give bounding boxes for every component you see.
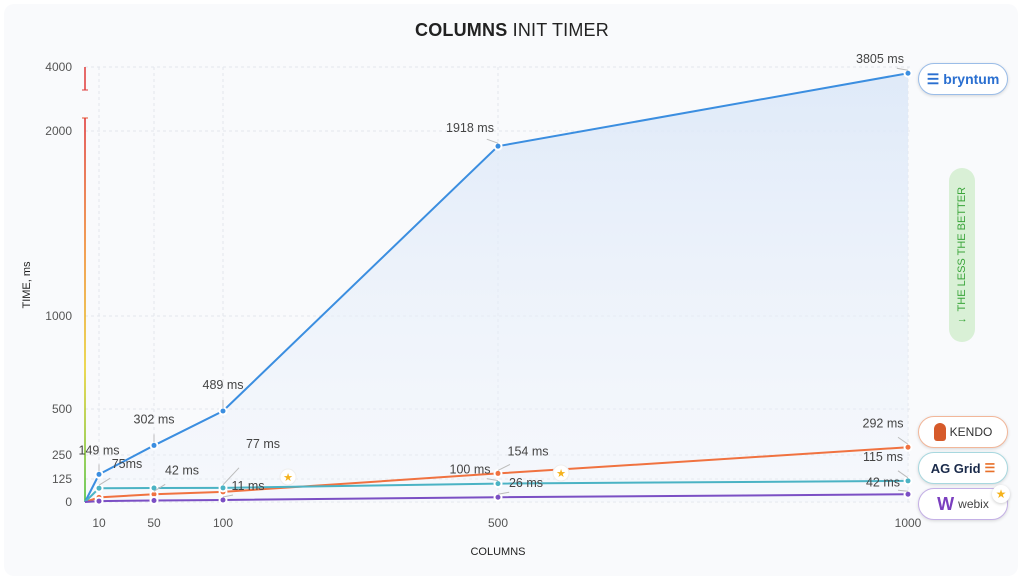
data-point [495,143,501,149]
x-tick-label: 500 [488,516,508,530]
data-label-leader [897,489,909,492]
y-tick-label: 0 [65,495,72,509]
data-point [905,478,911,484]
data-label-leader [497,491,510,495]
data-point [96,485,102,491]
bryntum-area [85,73,908,503]
chart-title: COLUMNS INIT TIMER [0,20,1024,41]
data-point [495,481,501,487]
data-label: 3805 ms [856,52,904,66]
legend-bryntum[interactable]: ☰ bryntum [918,63,1008,95]
data-label: 26 ms [509,476,543,490]
kendo-ninja-icon [933,423,946,441]
series-line-bryntum [84,72,909,503]
data-label: 1918 ms [446,121,494,135]
y-tick-label: 500 [52,402,72,416]
data-point [495,470,501,476]
data-label-leader [222,494,234,498]
the-less-the-better-badge: ↓ THE LESS THE BETTER [949,168,975,342]
y-axis-label: TIME, ms [21,261,33,309]
data-label-leader [497,463,511,471]
y-tick-label: 125 [52,472,72,486]
data-point [151,442,157,448]
data-label-leader [897,470,909,479]
data-label-leader [222,467,240,486]
data-label: 302 ms [134,412,175,426]
x-tick-label: 50 [147,516,161,530]
badge-text: THE LESS THE BETTER [956,186,968,312]
data-point [905,70,911,76]
data-point [905,491,911,497]
webix-logo-icon: W [937,493,955,514]
star-icon: ★ [992,485,1010,503]
x-tick-label: 10 [92,516,106,530]
star-badge [552,464,570,482]
y-tick-label: 250 [52,448,72,462]
y-axis-line [84,118,86,502]
title-rest: INIT TIMER [512,20,609,40]
data-label-leader [153,483,166,492]
data-point [96,471,102,477]
data-point [151,491,157,497]
star-icon: ★ [283,472,293,484]
data-point [220,497,226,503]
x-axis-label: COLUMNS [470,546,525,558]
data-point [220,408,226,414]
data-label-leader [486,478,499,482]
data-label-leader [486,138,499,144]
data-label-leader [896,67,909,71]
star-badge [279,468,297,486]
data-point [96,498,102,504]
data-label: 489 ms [203,378,244,392]
legend-ag-grid[interactable]: AG Grid ☰ [918,452,1008,484]
ag-grid-logo-icon: ☰ [984,461,996,475]
data-label: 77 ms [246,437,280,451]
data-label: 149 ms [79,443,120,457]
title-bold: COLUMNS [415,20,508,40]
data-label: 115 ms [863,450,903,464]
data-point [151,485,157,491]
y-tick-label: 4000 [45,60,72,74]
data-label: 292 ms [863,416,904,430]
star-icon: ★ [556,468,566,480]
data-label-leader [897,436,909,445]
data-label-leader [98,477,111,486]
data-label: 154 ms [508,444,549,458]
y-tick-label: 2000 [45,124,72,138]
x-tick-label: 100 [213,516,233,530]
data-point [151,498,157,504]
data-label: 75ms [112,457,143,471]
x-tick-label: 1000 [895,516,922,530]
data-label: 100 ms [450,463,491,477]
data-label: 11 ms [231,479,264,493]
data-point [905,444,911,450]
data-point [495,494,501,500]
data-label: 42 ms [165,463,199,477]
data-label: 42 ms [866,475,900,489]
bryntum-logo-icon: ☰ [926,70,940,87]
legend-kendo[interactable]: KENDO [918,416,1008,448]
y-tick-label: 1000 [45,309,72,323]
data-point [220,485,226,491]
